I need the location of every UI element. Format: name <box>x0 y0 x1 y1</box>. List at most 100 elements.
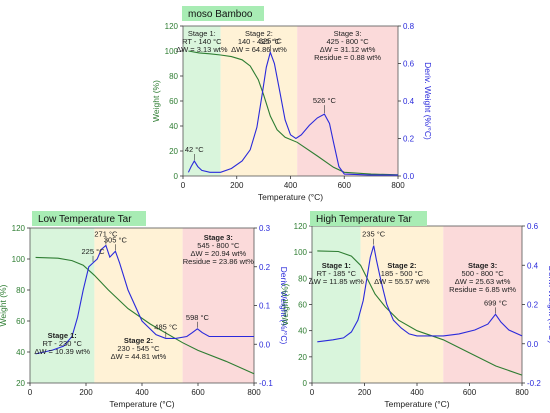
stage-range: RT - 185 °C <box>317 269 357 278</box>
stage-mass-loss: ΔW = 55.57 wt% <box>374 277 430 286</box>
stage-label: Stage 2: <box>124 336 153 345</box>
stage-1-band <box>312 226 361 383</box>
y-left-axis-title: Weight (%) <box>151 80 161 122</box>
x-tick-label: 400 <box>135 388 149 397</box>
y-right-tick-label: 0.6 <box>403 60 415 69</box>
stage-mass-loss: ΔW = 25.63 wt% <box>455 277 511 286</box>
y-left-tick-label: 40 <box>169 122 178 131</box>
x-tick-label: 600 <box>191 388 205 397</box>
y-left-axis-title: Weight (%) <box>280 283 290 325</box>
stage-label: Stage 3: <box>204 233 233 242</box>
stage-range: 500 - 800 °C <box>462 269 505 278</box>
y-right-axis-title: Deriv. Weight (%/°C) <box>547 266 550 344</box>
x-tick-label: 200 <box>358 388 372 397</box>
low-temperature-tar-panel: 0 200 400 600 800 20 40 60 80 100 120 -0.1 0.0 0.1 0.2… <box>0 211 289 409</box>
y-left-tick-label: 80 <box>298 274 307 283</box>
stage-label: Stage 1: <box>48 331 77 340</box>
deriv-weight-curve <box>317 245 523 343</box>
x-tick-label: 400 <box>284 181 298 190</box>
y-left-tick-label: 100 <box>165 47 179 56</box>
stage-range: 140 - 425 °C <box>238 37 281 46</box>
y-right-tick-label: 0.2 <box>403 135 415 144</box>
x-axis-title: Temperature (°C) <box>109 399 174 409</box>
y-left-tick-label: 40 <box>16 348 25 357</box>
peak-annotation-label: 325 °C <box>259 36 283 45</box>
stage-mass-loss: ΔW = 3.13 wt% <box>176 45 228 54</box>
y-left-tick-label: 20 <box>169 147 178 156</box>
y-left-tick-label: 60 <box>298 301 307 310</box>
panel-title: moso Bamboo <box>188 9 253 20</box>
peak-annotation-label: 271 °C <box>94 229 118 238</box>
y-right-tick-label: 0.3 <box>259 224 271 233</box>
x-tick-label: 0 <box>310 388 315 397</box>
y-left-tick-label: 20 <box>298 353 307 362</box>
y-left-tick-label: 120 <box>165 22 179 31</box>
y-left-tick-label: 120 <box>294 222 308 231</box>
weight-curve <box>35 256 255 375</box>
peak-annotation-label: 305 °C <box>104 235 128 244</box>
y-left-tick-label: 80 <box>16 286 25 295</box>
x-tick-label: 400 <box>410 388 424 397</box>
stage-3-band <box>443 226 522 383</box>
x-tick-label: 800 <box>515 388 529 397</box>
deriv-weight-curve <box>35 244 254 355</box>
y-right-axis-title: Deriv. Weight (%/°C) <box>279 267 289 345</box>
y-right-tick-label: 0.4 <box>403 97 415 106</box>
stage-mass-loss: ΔW = 44.81 wt% <box>111 352 167 361</box>
y-right-tick-label: 0.4 <box>527 261 539 270</box>
peak-annotation-label: 225 °C <box>81 247 105 256</box>
x-tick-label: 600 <box>463 388 477 397</box>
y-right-tick-label: 0.8 <box>403 22 415 31</box>
stage-residue: Residue = 6.85 wt% <box>449 285 516 294</box>
y-right-tick-label: -0.2 <box>527 379 541 388</box>
stage-range: 230 - 545 °C <box>117 344 160 353</box>
y-right-axis-title: Deriv. Weight (%/°C) <box>423 62 433 140</box>
stage-label: Stage 2: <box>387 261 416 270</box>
panel-title-badge <box>310 211 427 226</box>
y-right-tick-label: 0.0 <box>259 340 271 349</box>
stage-1-band <box>30 228 95 383</box>
y-left-tick-label: 100 <box>12 255 26 264</box>
y-right-tick-label: 0.1 <box>259 302 271 311</box>
stage-2-band <box>220 26 298 176</box>
stage-mass-loss: ΔW = 64.86 wt% <box>231 45 287 54</box>
peak-annotation-label: 526 °C <box>313 96 337 105</box>
peak-annotation-label: 235 °C <box>362 230 386 239</box>
weight-curve <box>188 50 399 176</box>
stage-range: 545 - 800 °C <box>197 241 240 250</box>
stage-range: 185 - 500 °C <box>381 269 424 278</box>
y-right-tick-label: 0.0 <box>527 340 539 349</box>
stage-residue: Residue = 23.86 wt% <box>183 257 254 266</box>
y-right-tick-label: 0.6 <box>527 222 539 231</box>
y-left-tick-label: 120 <box>12 224 26 233</box>
x-tick-label: 200 <box>79 388 93 397</box>
stage-label: Stage 2: <box>245 29 273 38</box>
y-left-tick-label: 80 <box>169 72 178 81</box>
moso-bamboo-panel: 0 200 400 600 800 0 20 40 60 80 100 120 0.0 0.2 0.4 0.6… <box>151 6 433 202</box>
stage-2-band <box>360 226 444 383</box>
stage-mass-loss: ΔW = 10.39 wt% <box>34 347 90 356</box>
x-axis-title: Temperature (°C) <box>384 399 449 409</box>
stage-mass-loss: ΔW = 11.85 wt% <box>309 277 364 286</box>
deriv-weight-curve <box>187 50 398 176</box>
stage-label: Stage 1: <box>188 29 216 38</box>
y-left-tick-label: 40 <box>298 327 307 336</box>
x-tick-label: 800 <box>247 388 261 397</box>
panel-title: Low Temperature Tar <box>38 214 132 225</box>
y-right-tick-label: 0.2 <box>259 263 271 272</box>
stage-3-band <box>297 26 398 176</box>
panel-title: High Temperature Tar <box>316 214 412 225</box>
stage-range: RT - 230 °C <box>42 339 82 348</box>
y-right-tick-label: -0.1 <box>259 379 273 388</box>
stage-label: Stage 3: <box>334 29 362 38</box>
panel-title-badge <box>182 6 264 21</box>
x-tick-label: 0 <box>181 181 186 190</box>
y-left-axis-title: Weight (%) <box>0 284 8 326</box>
stage-residue: Residue = 0.88 wt% <box>314 53 381 62</box>
x-tick-label: 600 <box>338 181 352 190</box>
panel-title-badge <box>32 211 146 226</box>
peak-annotation-label: 485 °C <box>154 322 178 331</box>
weight-curve <box>317 250 523 376</box>
y-left-tick-label: 0 <box>174 172 179 181</box>
